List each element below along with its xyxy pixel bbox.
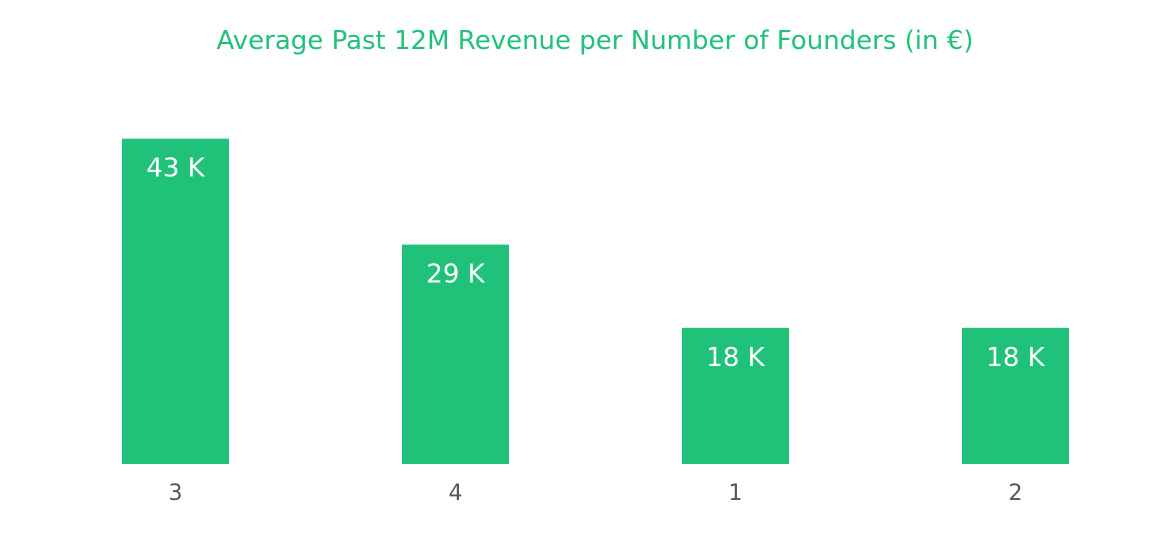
x-tick-label: 4 <box>449 481 463 506</box>
x-tick-label: 1 <box>729 481 743 506</box>
bar-3 <box>122 138 229 464</box>
bar-4 <box>402 244 509 464</box>
bar-1 <box>682 327 789 464</box>
bar-2 <box>962 327 1069 464</box>
chart-title: Average Past 12M Revenue per Number of F… <box>217 26 974 56</box>
bar-value-label: 18 K <box>986 343 1045 373</box>
bar-value-label: 18 K <box>706 343 765 373</box>
bar-labels-group: 43 K 29 K 18 K 18 K <box>146 154 1045 373</box>
x-tick-label: 2 <box>1009 481 1023 506</box>
x-axis-ticks: 3 4 1 2 <box>169 481 1023 506</box>
bars-group <box>122 138 1069 464</box>
bar-value-label: 43 K <box>146 154 205 184</box>
x-tick-label: 3 <box>169 481 183 506</box>
bar-value-label: 29 K <box>426 260 485 290</box>
